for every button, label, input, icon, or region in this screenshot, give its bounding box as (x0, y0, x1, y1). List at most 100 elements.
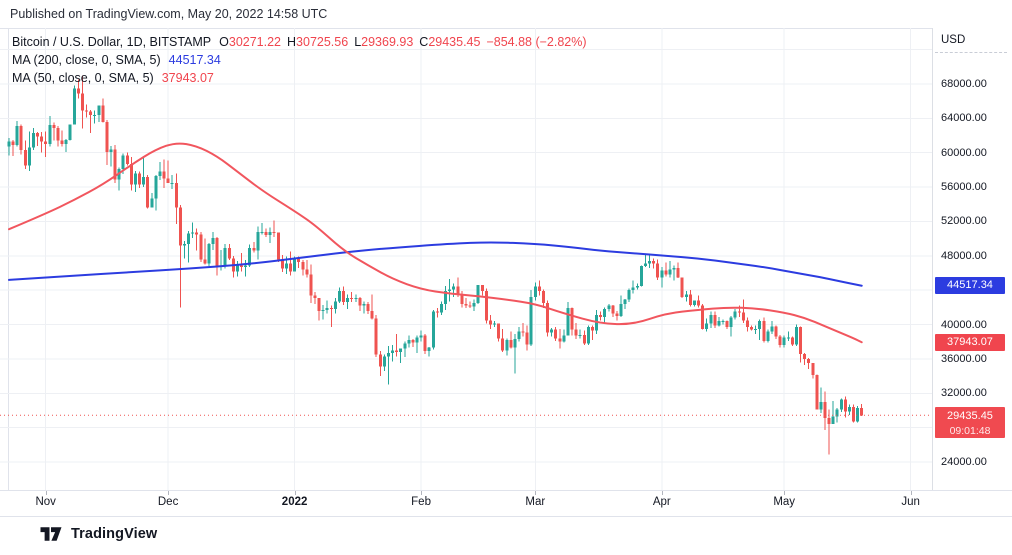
candle-body (325, 308, 329, 310)
candle-body (317, 297, 321, 311)
candle-body (419, 335, 423, 338)
candle-body (558, 338, 562, 342)
candle-body (778, 336, 782, 346)
candle-body (174, 182, 178, 208)
time-tick-label: Nov (35, 496, 56, 508)
candle-body (435, 311, 439, 313)
candle-body (484, 291, 488, 321)
candle-body (109, 149, 113, 152)
candle-body (705, 323, 709, 329)
candle-body (819, 401, 823, 410)
price-tick-label: 24000.00 (941, 456, 987, 468)
candle-body (382, 356, 386, 367)
candle-body (350, 297, 354, 299)
candle-body (546, 303, 550, 333)
candle-body (688, 294, 692, 305)
candle-body (717, 321, 721, 326)
candle-body (264, 231, 268, 236)
candle-body (358, 297, 362, 306)
candle-body (611, 305, 615, 314)
time-tick-mark (294, 491, 296, 495)
candle-body (7, 141, 11, 147)
change-value: −854.88 (−2.82%) (486, 35, 587, 49)
candle-body (85, 110, 89, 112)
candle-body (709, 315, 713, 324)
candle-body (737, 311, 741, 313)
candle-body (713, 315, 717, 326)
candle-body (786, 337, 790, 339)
candle-body (227, 248, 231, 259)
candle-body (501, 338, 505, 351)
legend-symbol-row[interactable]: Bitcoin / U.S. Dollar, 1D, BITSTAMP O3027… (12, 33, 587, 51)
candle-body (309, 274, 313, 296)
candle-body (488, 320, 492, 325)
candle-body (248, 248, 252, 266)
candle-body (537, 286, 541, 292)
price-axis[interactable]: USD 68000.00 64000.00 60000.00 56000.00 5200… (932, 28, 1012, 490)
candle-body (415, 337, 419, 343)
time-tick-mark (661, 491, 663, 495)
candle-body (101, 105, 105, 122)
candle-body (187, 233, 191, 244)
time-tick-label: Feb (411, 496, 431, 508)
open-value: 30271.22 (228, 35, 282, 49)
candle-body (256, 231, 260, 251)
candle-body (142, 176, 146, 185)
candle-body (578, 334, 582, 336)
candle-body (158, 171, 162, 176)
candle-body (782, 337, 786, 346)
candle-body (493, 323, 497, 325)
candle-body (750, 327, 754, 330)
candle-body (860, 408, 864, 416)
time-tick-label: 2022 (281, 496, 308, 508)
chart-canvas[interactable] (0, 28, 932, 490)
candle-body (566, 308, 570, 336)
price-tick-label: 32000.00 (941, 387, 987, 400)
candle-body (452, 286, 456, 290)
candle-body (586, 327, 590, 344)
candles-layer (7, 75, 864, 455)
candle-body (843, 399, 847, 412)
candle-body (223, 248, 227, 266)
candle-body (562, 335, 566, 342)
candle-body (337, 291, 341, 302)
time-axis[interactable]: Nov Dec 2022 Feb Mar Apr May Jun (0, 490, 1012, 517)
high-value: 30725.56 (296, 35, 349, 49)
candle-body (366, 303, 370, 311)
candle-body (411, 340, 415, 343)
legend-ma200-row[interactable]: MA (200, close, 0, SMA, 5) 44517.34 (12, 51, 587, 69)
candle-body (615, 313, 619, 316)
price-tick-label: 64000.00 (941, 112, 987, 125)
candle-body (676, 267, 680, 278)
candle-body (199, 234, 203, 260)
close-label: C (419, 35, 429, 49)
candle-body (811, 363, 815, 376)
candle-body (36, 132, 40, 137)
candle-body (72, 88, 76, 125)
time-tick-label: Dec (157, 496, 179, 508)
candle-body (48, 125, 52, 145)
candle-body (456, 286, 460, 295)
candle-body (468, 305, 472, 307)
candle-body (505, 340, 509, 351)
candle-body (521, 331, 525, 333)
tradingview-brand-link[interactable]: TradingView (38, 525, 157, 543)
published-text: Published on TradingView.com, May 20, 20… (10, 7, 328, 21)
candle-body (529, 297, 533, 345)
candle-body (97, 105, 101, 115)
candle-body (56, 127, 60, 141)
candle-body (64, 139, 68, 145)
candle-body (93, 114, 97, 116)
candle-body (550, 329, 554, 333)
chart-legend[interactable]: Bitcoin / U.S. Dollar, 1D, BITSTAMP O3027… (12, 33, 587, 87)
candle-body (27, 147, 31, 166)
candle-body (52, 125, 56, 128)
candle-body (113, 149, 117, 180)
candle-body (525, 332, 529, 345)
candle-body (541, 291, 545, 304)
candle-body (464, 303, 468, 306)
candle-body (80, 93, 84, 111)
legend-ma50-row[interactable]: MA (50, close, 0, SMA, 5) 37943.07 (12, 69, 587, 87)
candle-body (497, 323, 501, 339)
candle-body (582, 334, 586, 344)
